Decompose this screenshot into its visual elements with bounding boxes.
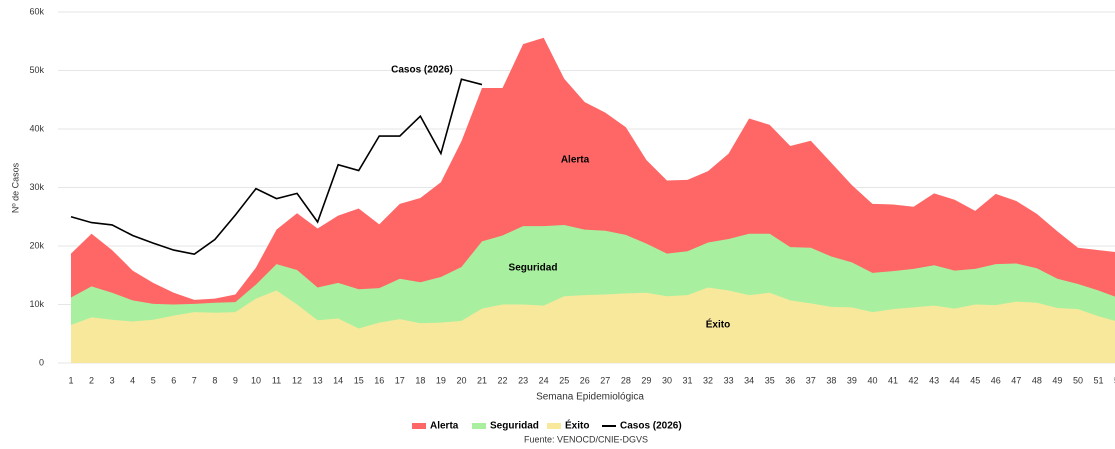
- legend-label: Seguridad: [490, 421, 539, 432]
- x-tick-label: 27: [600, 375, 610, 385]
- x-tick-label: 26: [580, 375, 590, 385]
- x-tick-label: 7: [192, 375, 197, 385]
- series-label: Éxito: [706, 318, 730, 331]
- x-tick-label: 11: [272, 375, 281, 385]
- series-label: Seguridad: [509, 263, 558, 274]
- x-tick-label: 30: [662, 375, 672, 385]
- x-tick-label: 50: [1073, 375, 1083, 385]
- x-tick-label: 5: [151, 375, 156, 385]
- series-label: Casos (2026): [391, 65, 453, 76]
- x-tick-label: 44: [950, 375, 960, 385]
- x-axis-title: Semana Epidemiológica: [536, 392, 644, 403]
- x-tick-label: 15: [354, 375, 364, 385]
- x-tick-label: 41: [888, 375, 898, 385]
- y-tick-label: 10k: [29, 299, 44, 309]
- x-tick-label: 42: [909, 375, 919, 385]
- y-tick-label: 30k: [29, 182, 44, 192]
- legend-label: Alerta: [430, 421, 459, 432]
- x-tick-label: 35: [765, 375, 775, 385]
- legend-label: Éxito: [565, 419, 589, 432]
- x-tick-label: 13: [313, 375, 323, 385]
- x-tick-label: 32: [703, 375, 713, 385]
- x-tick-label: 49: [1052, 375, 1062, 385]
- legend-swatch: [547, 423, 561, 429]
- y-tick-label: 20k: [29, 240, 44, 250]
- legend-swatch: [472, 423, 486, 429]
- x-tick-label: 36: [785, 375, 795, 385]
- x-tick-label: 2: [89, 375, 94, 385]
- x-tick-label: 12: [292, 375, 302, 385]
- x-tick-label: 9: [233, 375, 238, 385]
- x-tick-label: 28: [621, 375, 631, 385]
- x-tick-label: 24: [539, 375, 549, 385]
- x-tick-label: 39: [847, 375, 857, 385]
- legend-item: Éxito: [547, 419, 589, 432]
- x-tick-label: 17: [395, 375, 405, 385]
- x-tick-label: 22: [498, 375, 508, 385]
- legend-item: Alerta: [412, 421, 459, 432]
- x-tick-label: 34: [744, 375, 754, 385]
- x-tick-label: 45: [970, 375, 980, 385]
- x-tick-label: 18: [415, 375, 425, 385]
- x-tick-label: 14: [333, 375, 343, 385]
- x-tick-label: 3: [110, 375, 115, 385]
- x-tick-label: 47: [1011, 375, 1021, 385]
- x-tick-label: 29: [641, 375, 651, 385]
- x-tick-label: 31: [682, 375, 692, 385]
- area: [71, 287, 1115, 363]
- legend-label: Casos (2026): [620, 421, 682, 432]
- x-tick-label: 19: [436, 375, 446, 385]
- y-tick-label: 40k: [29, 123, 44, 133]
- x-tick-label: 23: [518, 375, 528, 385]
- x-tick-label: 1: [68, 375, 73, 385]
- x-tick-label: 43: [929, 375, 939, 385]
- x-tick-label: 33: [724, 375, 734, 385]
- x-tick-label: 21: [477, 375, 487, 385]
- y-axis-title: Nº de Casos: [10, 162, 20, 213]
- x-tick-label: 20: [456, 375, 466, 385]
- x-tick-label: 6: [171, 375, 176, 385]
- x-tick-label: 37: [806, 375, 816, 385]
- legend-swatch: [412, 423, 426, 429]
- x-tick-label: 8: [212, 375, 217, 385]
- x-tick-label: 25: [559, 375, 569, 385]
- line: [70, 78, 483, 256]
- legend-item: Casos (2026): [602, 421, 682, 432]
- legend: Alerta Seguridad Éxito Casos (2026): [412, 419, 682, 432]
- x-tick-label: 46: [991, 375, 1001, 385]
- x-tick-label: 10: [251, 375, 261, 385]
- x-tick-label: 48: [1032, 375, 1042, 385]
- x-tick-label: 40: [867, 375, 877, 385]
- source: Fuente: VENOCD/CNIE-DGVS: [524, 434, 648, 444]
- y-tick-label: 60k: [29, 6, 44, 16]
- x-tick-label: 51: [1093, 375, 1103, 385]
- y-tick-label: 0: [39, 357, 44, 367]
- legend-item: Seguridad: [472, 421, 539, 432]
- series-label: Alerta: [561, 155, 590, 166]
- y-tick-label: 50k: [29, 65, 44, 75]
- x-tick-label: 38: [826, 375, 836, 385]
- x-tick-label: 16: [374, 375, 384, 385]
- x-tick-label: 4: [130, 375, 135, 385]
